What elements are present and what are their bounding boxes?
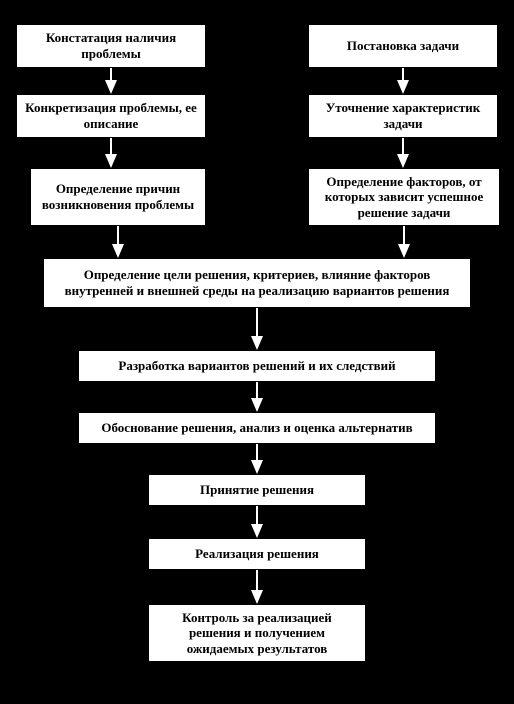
node-label: Постановка задачи: [347, 38, 459, 54]
flowchart-node-n5: Определение причин возникновения проблем…: [30, 168, 206, 226]
node-label: Конкретизация проблемы, ее описание: [23, 100, 199, 131]
node-label: Определение факторов, от которых зависит…: [315, 174, 493, 221]
node-label: Определение цели решения, критериев, вли…: [50, 267, 464, 298]
flowchart-node-n12: Контроль за реализацией решения и получе…: [148, 604, 366, 662]
flowchart-node-n11: Реализация решения: [148, 538, 366, 570]
flowchart-node-n2: Постановка задачи: [308, 24, 498, 68]
node-label: Реализация решения: [195, 546, 319, 562]
flowchart-node-n10: Принятие решения: [148, 474, 366, 506]
node-label: Определение причин возникновения проблем…: [37, 181, 199, 212]
flowchart-node-n6: Определение факторов, от которых зависит…: [308, 168, 500, 226]
flowchart-node-n4: Уточнение характеристик задачи: [308, 94, 498, 138]
flowchart-node-n9: Обоснование решения, анализ и оценка аль…: [78, 412, 436, 444]
flowchart-node-n1: Констатация наличия проблемы: [16, 24, 206, 68]
flowchart-node-n3: Конкретизация проблемы, ее описание: [16, 94, 206, 138]
node-label: Уточнение характеристик задачи: [315, 100, 491, 131]
node-label: Разработка вариантов решений и их следст…: [118, 358, 395, 374]
node-label: Контроль за реализацией решения и получе…: [155, 610, 359, 657]
flowchart-node-n7: Определение цели решения, критериев, вли…: [43, 258, 471, 308]
flowchart-node-n8: Разработка вариантов решений и их следст…: [78, 350, 436, 382]
node-label: Констатация наличия проблемы: [23, 30, 199, 61]
node-label: Принятие решения: [200, 482, 314, 498]
node-label: Обоснование решения, анализ и оценка аль…: [101, 420, 412, 436]
